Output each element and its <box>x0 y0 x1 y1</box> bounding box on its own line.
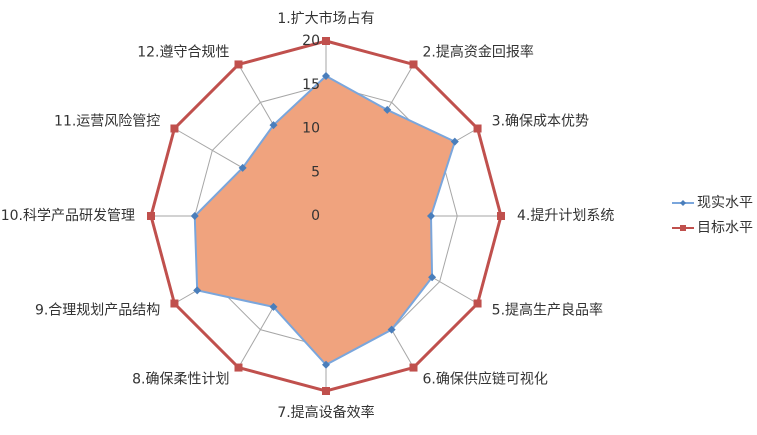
category-label: 2.提高资金回报率 <box>423 43 534 60</box>
marker <box>170 299 179 308</box>
marker <box>147 212 155 220</box>
marker <box>322 72 330 80</box>
category-label: 4.提升计划系统 <box>517 208 614 224</box>
marker <box>322 360 330 369</box>
marker <box>238 163 247 172</box>
marker <box>269 121 278 130</box>
marker <box>234 363 243 372</box>
marker <box>322 37 330 45</box>
marker <box>409 363 418 372</box>
marker <box>269 302 278 311</box>
marker <box>234 60 243 69</box>
marker <box>450 137 459 146</box>
tick-label: 5 <box>311 164 320 180</box>
marker <box>322 387 330 395</box>
legend-marker <box>680 225 686 231</box>
category-label: 7.提高设备效率 <box>277 404 374 421</box>
marker <box>170 124 179 133</box>
category-label: 8.确保柔性计划 <box>132 372 229 388</box>
category-label: 3.确保成本优势 <box>492 114 589 130</box>
marker <box>473 299 482 308</box>
marker <box>193 286 202 295</box>
marker <box>428 273 437 282</box>
category-label: 9.合理规划产品结构 <box>35 303 160 319</box>
category-label: 6.确保供应链可视化 <box>423 371 548 388</box>
category-label: 11.运营风险管控 <box>54 114 160 130</box>
marker <box>473 124 482 133</box>
tick-label: 15 <box>302 77 320 93</box>
legend-label: 现实水平 <box>697 195 753 211</box>
marker <box>387 325 396 334</box>
category-label: 5.提高生产良品率 <box>492 302 603 319</box>
tick-label: 0 <box>311 208 320 224</box>
marker <box>427 212 435 220</box>
legend-marker <box>680 200 686 206</box>
tick-label: 10 <box>302 121 320 137</box>
category-label: 12.遵守合规性 <box>137 43 229 60</box>
marker <box>497 212 505 220</box>
tick-label: 20 <box>302 33 320 49</box>
legend-label: 目标水平 <box>697 220 753 236</box>
marker <box>409 60 418 69</box>
marker <box>190 212 199 220</box>
series-area <box>193 74 457 366</box>
category-label: 1.扩大市场占有 <box>277 10 374 27</box>
category-label: 10.科学产品研发管理 <box>1 208 135 224</box>
marker <box>383 105 392 114</box>
